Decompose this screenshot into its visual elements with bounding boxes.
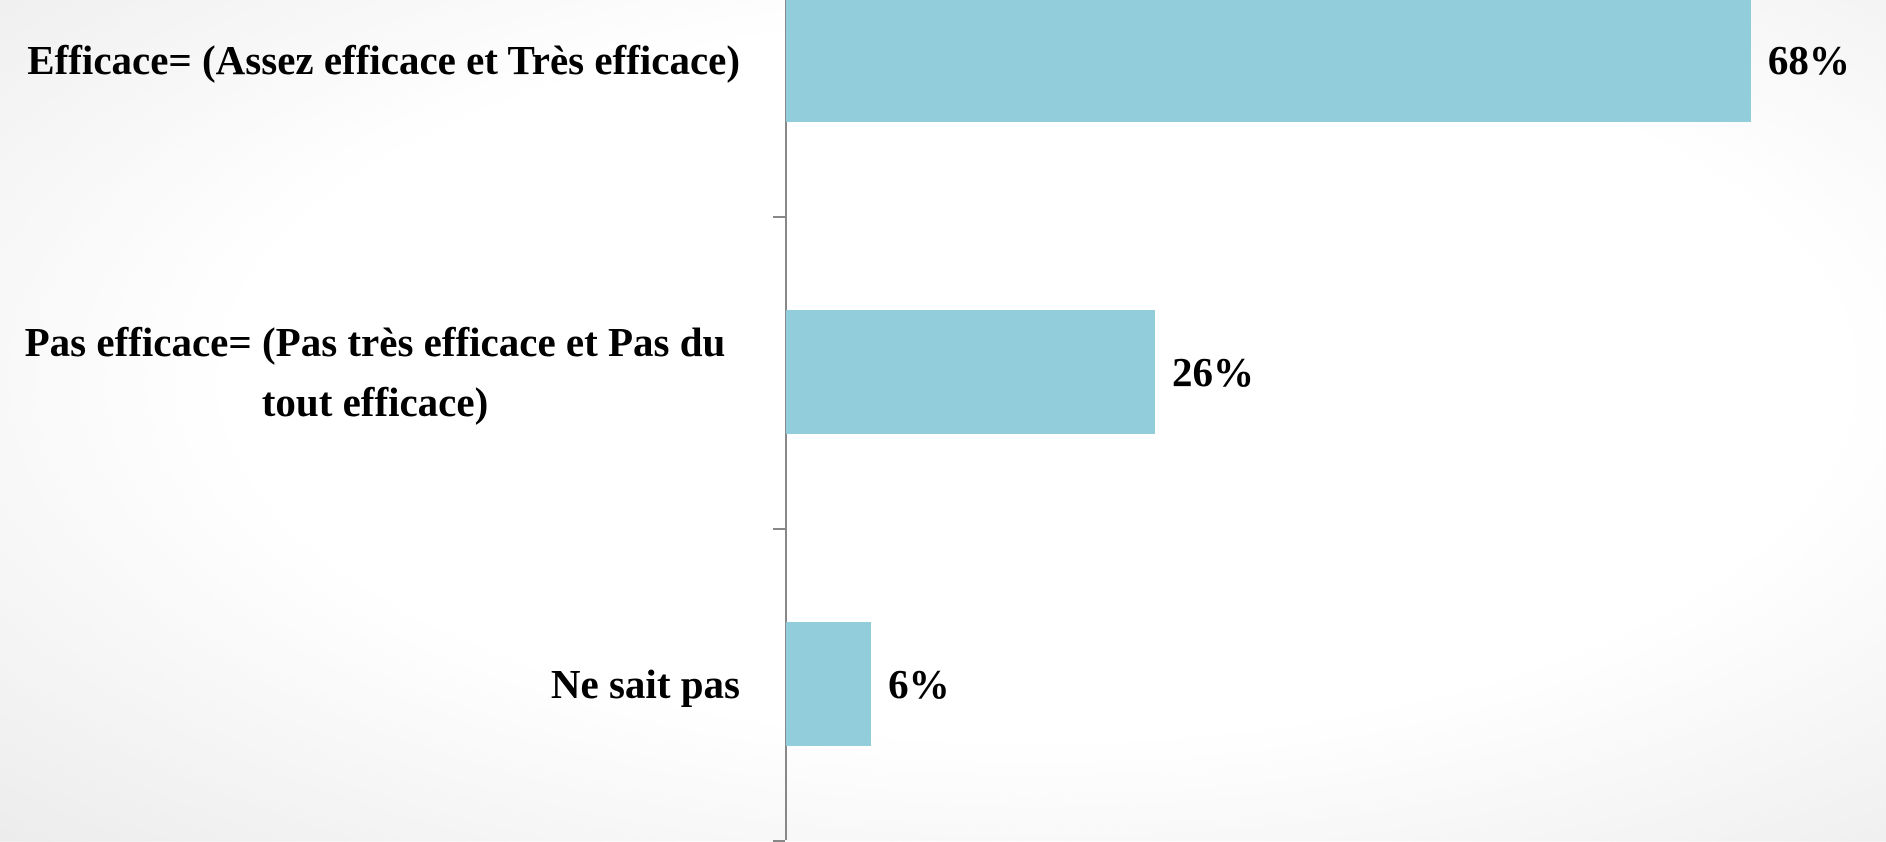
category-text: Pas efficace= (Pas très efficace et Pas … bbox=[24, 319, 726, 425]
bar bbox=[786, 0, 1751, 122]
category-label: Ne sait pas bbox=[10, 654, 740, 714]
bar bbox=[786, 310, 1155, 434]
category-text: Efficace= (Assez efficace et Très effica… bbox=[27, 37, 740, 83]
value-label: 6% bbox=[888, 661, 950, 707]
category-label: Efficace= (Assez efficace et Très effica… bbox=[10, 30, 740, 90]
value-label: 68% bbox=[1767, 37, 1850, 83]
value-label: 26% bbox=[1171, 349, 1254, 395]
bar bbox=[786, 622, 872, 746]
y-axis-tick bbox=[773, 528, 785, 530]
category-label: Pas efficace= (Pas très efficace et Pas … bbox=[10, 312, 740, 432]
y-axis-tick bbox=[773, 216, 785, 218]
category-text: Ne sait pas bbox=[550, 661, 740, 707]
